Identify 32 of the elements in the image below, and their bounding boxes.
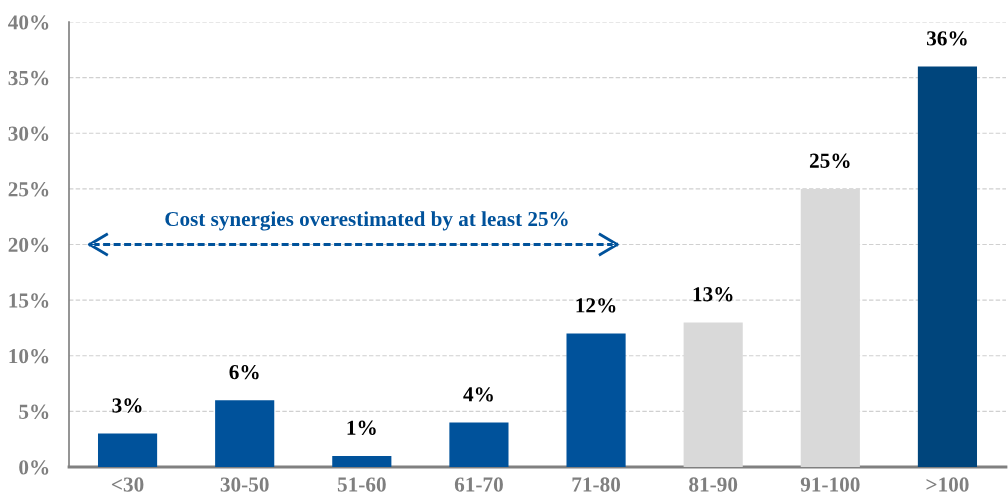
data-label: 3% xyxy=(112,398,142,413)
x-tick-label: 81-90 xyxy=(689,477,738,492)
y-tick-label: 15% xyxy=(9,293,49,308)
bar xyxy=(332,455,392,467)
x-tick-label: 91-100 xyxy=(800,477,860,492)
y-tick-label: 25% xyxy=(8,182,49,197)
bar xyxy=(917,66,978,467)
x-tick-label: 51-60 xyxy=(337,477,386,492)
annotation: Cost synergies overestimated by at least 25% xyxy=(165,211,568,231)
y-tick-label: 30% xyxy=(8,126,49,141)
bar xyxy=(215,400,275,467)
y-tick-label: 0% xyxy=(19,460,49,475)
data-label: 4% xyxy=(463,387,493,402)
data-label: 13% xyxy=(693,287,733,302)
data-label: 25% xyxy=(809,153,850,168)
x-tick-label: >100 xyxy=(926,477,969,492)
y-tick-label: 20% xyxy=(8,237,49,253)
y-tick-label: 40% xyxy=(8,15,49,30)
y-tick-label: 35% xyxy=(8,70,49,86)
y-tick-label: 5% xyxy=(19,404,49,420)
bar xyxy=(566,333,626,467)
x-tick-label: 71-80 xyxy=(572,477,621,492)
data-label: 1% xyxy=(347,420,376,435)
x-tick-label: <30 xyxy=(111,477,144,492)
x-tick-label: 30-50 xyxy=(220,477,269,492)
bar xyxy=(97,433,158,467)
data-label: 36% xyxy=(926,31,967,46)
data-label: 12% xyxy=(576,298,616,313)
bar xyxy=(449,422,509,467)
x-tick-label: 61-70 xyxy=(454,477,503,492)
y-tick-label: 10% xyxy=(9,348,49,364)
data-label: 6% xyxy=(229,364,259,380)
